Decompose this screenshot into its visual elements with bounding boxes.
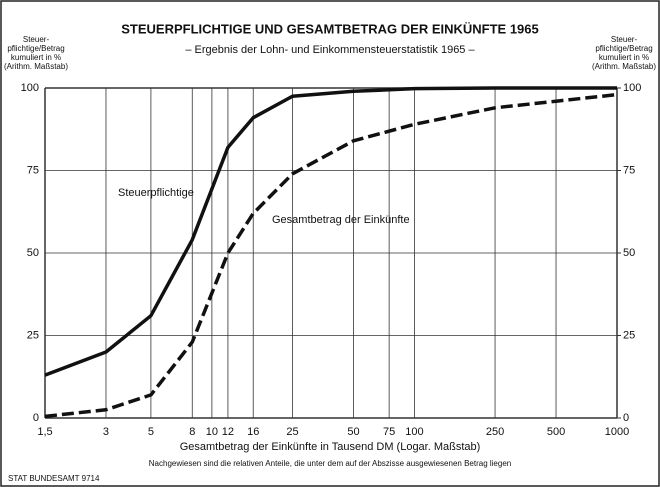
x-tick-label: 16 — [247, 426, 259, 438]
series-line — [44, 86, 617, 377]
x-tick-label: 3 — [103, 426, 109, 438]
x-tick-label: 10 — [206, 426, 218, 438]
y-axis-label: pflichtige/Betrag — [7, 44, 64, 53]
x-tick-label: 5 — [148, 426, 154, 438]
x-tick-label: 250 — [486, 426, 504, 438]
x-tick-label: 8 — [189, 426, 195, 438]
x-tick-label: 1,5 — [37, 426, 52, 438]
x-tick-label: 1000 — [605, 426, 629, 438]
y2-tick-label: 75 — [623, 164, 635, 176]
y2-tick-label: 100 — [623, 82, 641, 94]
chart-title: STEUERPFLICHTIGE UND GESAMTBETRAG DER EI… — [121, 21, 539, 36]
x-tick-label: 75 — [383, 426, 395, 438]
y2-tick-label: 25 — [623, 329, 635, 341]
x-tick-label: 500 — [547, 426, 565, 438]
y2-axis-label: pflichtige/Betrag — [595, 44, 652, 53]
y-tick-label: 25 — [27, 329, 39, 341]
y-axis-label: (Arithm. Maßstab) — [4, 62, 68, 71]
y-tick-label: 100 — [21, 82, 39, 94]
footnote: Nachgewiesen sind die relativen Anteile,… — [149, 459, 511, 468]
x-tick-label: 12 — [222, 426, 234, 438]
y2-axis-label: Steuer- — [611, 35, 638, 44]
series-label: Gesamtbetrag der Einkünfte — [272, 214, 410, 226]
x-tick-label: 25 — [286, 426, 298, 438]
y-axis-label: kumuliert in % — [11, 53, 61, 62]
y-tick-label: 0 — [33, 412, 39, 424]
source: STAT BUNDESAMT 9714 — [8, 474, 100, 483]
chart-subtitle: – Ergebnis der Lohn- und Einkommensteuer… — [185, 44, 475, 56]
y2-axis-label: (Arithm. Maßstab) — [592, 62, 656, 71]
series-label: Steuerpflichtige — [118, 187, 194, 199]
y2-axis-label: kumuliert in % — [599, 53, 649, 62]
y2-tick-label: 0 — [623, 412, 629, 424]
series-line — [44, 92, 618, 419]
x-tick-label: 50 — [347, 426, 359, 438]
x-axis-label: Gesamtbetrag der Einkünfte in Tausend DM… — [180, 441, 481, 453]
y-axis-label: Steuer- — [23, 35, 50, 44]
y2-tick-label: 50 — [623, 247, 635, 259]
y-tick-label: 75 — [27, 164, 39, 176]
x-tick-label: 100 — [405, 426, 423, 438]
y-tick-label: 50 — [27, 247, 39, 259]
